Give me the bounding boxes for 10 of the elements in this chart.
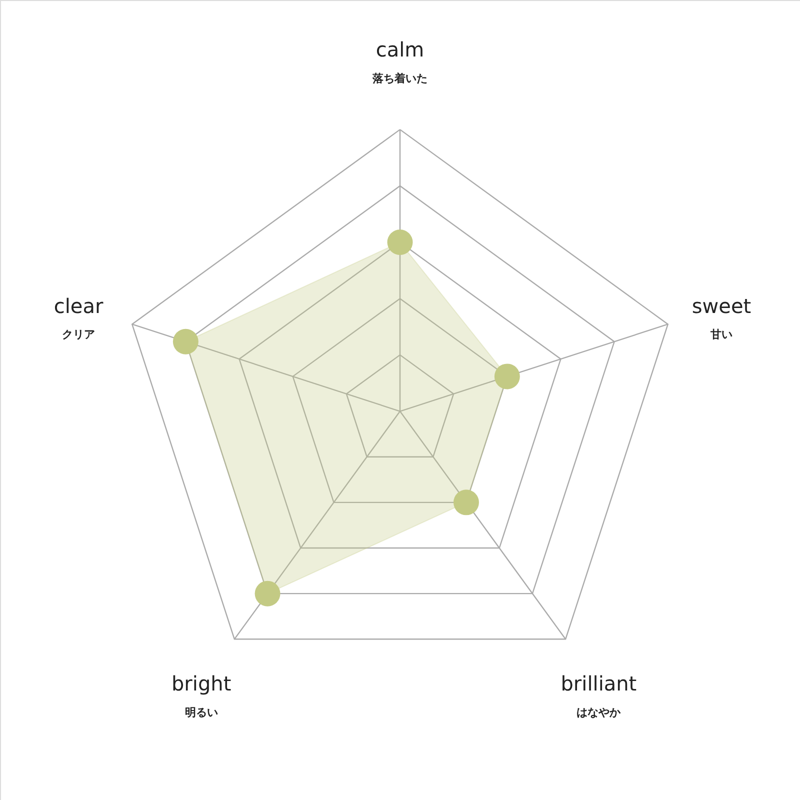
spoke-label: bright — [171, 672, 232, 696]
text: クリア — [62, 328, 96, 341]
spoke-label: calm — [376, 38, 424, 62]
spoke-label: sweet — [692, 294, 752, 318]
text: 落ち着いた — [372, 72, 428, 85]
spoke-label: clear — [54, 294, 104, 318]
text: はなやか — [576, 706, 622, 719]
text: 甘い — [709, 328, 732, 341]
text: 明るい — [184, 706, 218, 719]
spoke-label: brilliant — [560, 672, 637, 696]
